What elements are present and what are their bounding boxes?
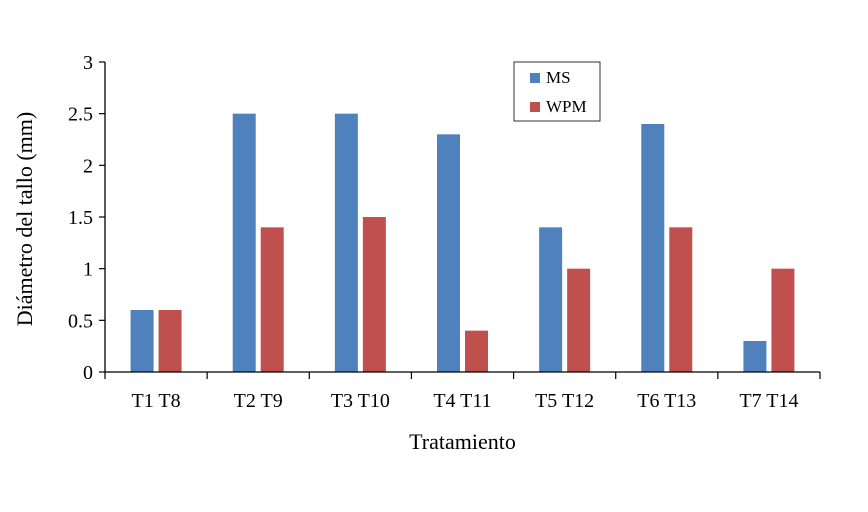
y-tick-label: 3	[83, 52, 93, 74]
bar-ms-3	[334, 113, 358, 373]
legend-swatch-wpm	[530, 102, 540, 112]
y-tick-label: 0	[83, 362, 93, 384]
legend-label-wpm: WPM	[546, 97, 587, 116]
y-tick-label: 1.5	[68, 207, 93, 229]
bar-wpm-3	[362, 217, 386, 372]
x-axis-title: Tratamiento	[409, 429, 516, 454]
x-tick-label: T6 T13	[637, 390, 696, 412]
bar-wpm-6	[669, 227, 693, 372]
x-tick-label: T3 T10	[331, 390, 390, 412]
bar-ms-6	[641, 124, 665, 372]
y-tick-label: 2.5	[68, 104, 93, 126]
bar-ms-2	[232, 113, 256, 373]
x-ticks-group: T1 T8 T2 T9 T3 T10 T4 T11 T5 T12 T6 T13 T7 T14	[104, 372, 821, 412]
y-tick-label: 0.5	[68, 310, 93, 332]
bar-ms-1	[130, 310, 154, 372]
y-tick-label: 1	[83, 259, 93, 281]
bar-wpm-5	[567, 268, 591, 372]
bar-ms-4	[437, 134, 460, 372]
bars-group	[130, 113, 795, 373]
bar-ms-5	[539, 227, 563, 372]
legend: MS WPM	[513, 61, 601, 122]
x-tick-label: T5 T12	[535, 390, 594, 412]
y-axis-title: Diámetro del tallo (mm)	[12, 112, 37, 326]
bar-wpm-7	[771, 268, 795, 372]
bar-wpm-4	[465, 330, 488, 372]
legend-swatch-ms	[530, 73, 540, 83]
y-tick-label: 2	[83, 155, 93, 177]
x-tick-label: T4 T11	[433, 390, 491, 412]
legend-label-ms: MS	[546, 68, 571, 87]
x-tick-label: T1 T8	[132, 390, 181, 412]
bar-wpm-2	[260, 227, 284, 372]
x-tick-label: T7 T14	[739, 390, 798, 412]
bar-ms-7	[743, 341, 767, 372]
x-tick-label: T2 T9	[234, 390, 283, 412]
legend-box	[513, 61, 601, 122]
y-ticks-group: 0 0.5 1 1.5 2 2.5 3	[68, 52, 105, 384]
bar-wpm-1	[158, 310, 182, 372]
